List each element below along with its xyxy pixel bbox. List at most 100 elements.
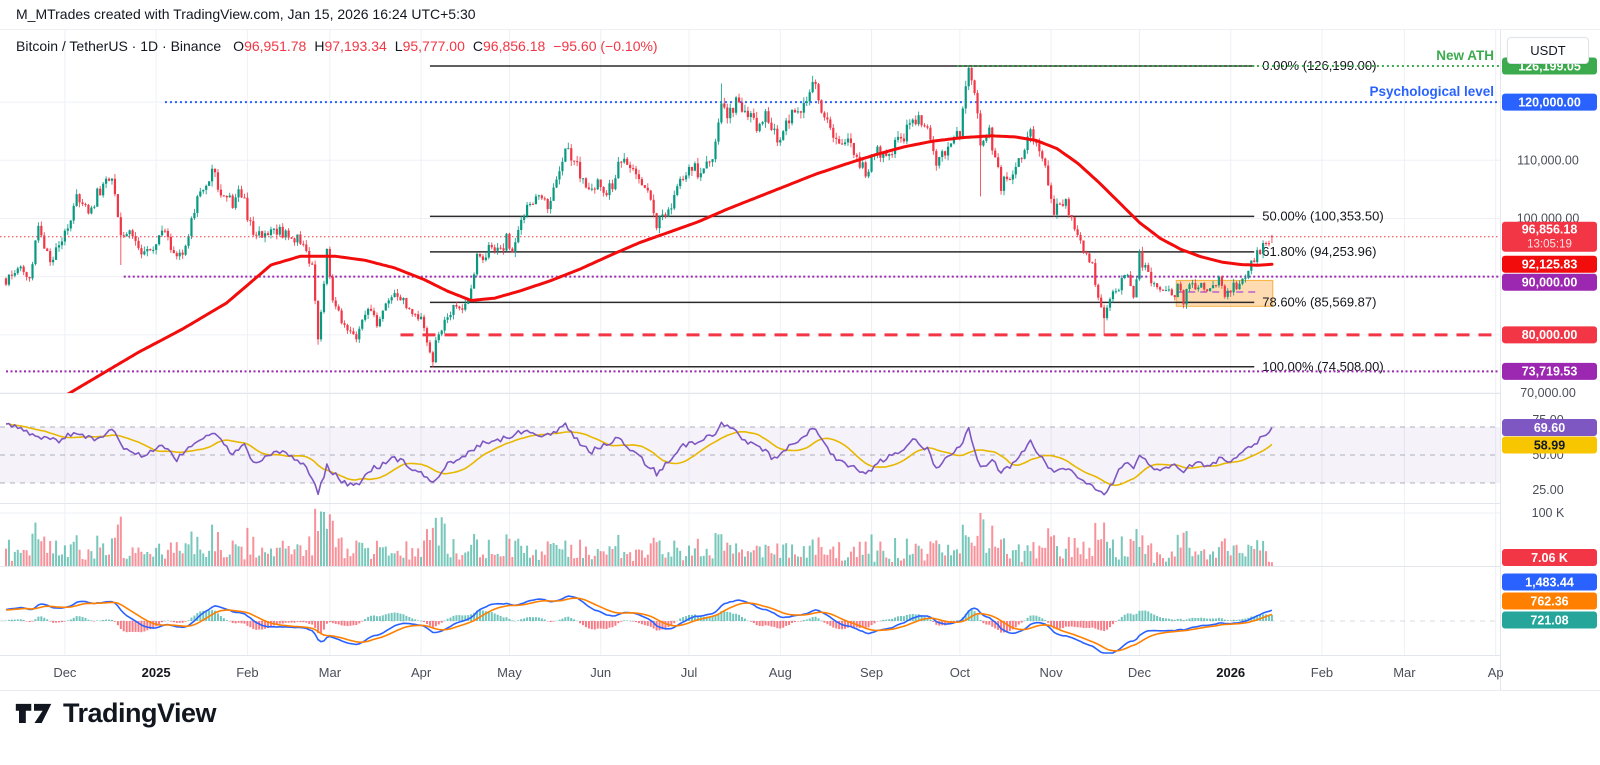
- candle-body: [729, 107, 732, 119]
- volume-bar: [1097, 539, 1100, 566]
- candle-body: [793, 109, 797, 113]
- candle-body: [997, 157, 1000, 167]
- macd-histogram-bar: [617, 621, 620, 624]
- symbol-legend[interactable]: Bitcoin / TetherUS · 1D · Binance O96,951…: [16, 38, 658, 54]
- candle-body: [985, 134, 988, 141]
- volume-bar: [302, 556, 305, 566]
- candle-body: [1005, 176, 1009, 180]
- time-axis-label[interactable]: Ap: [1488, 665, 1504, 680]
- candle-body: [911, 119, 914, 124]
- macd-histogram-bar: [13, 619, 16, 621]
- time-axis-label[interactable]: 2025: [142, 665, 171, 680]
- tradingview-logo[interactable]: TradingView: [14, 696, 217, 730]
- volume-bar: [143, 554, 146, 566]
- candle-body: [558, 171, 561, 180]
- currency-toggle-button[interactable]: USDT: [1507, 37, 1589, 64]
- candle-body: [231, 195, 234, 208]
- time-axis-label[interactable]: Mar: [1393, 665, 1416, 680]
- volume-bar: [1141, 535, 1144, 566]
- volume-bar: [196, 536, 199, 566]
- candle-body: [417, 314, 420, 320]
- volume-bar: [879, 541, 882, 566]
- candle-body: [1261, 243, 1265, 255]
- volume-bar: [991, 525, 994, 566]
- macd-histogram-bar: [776, 621, 779, 629]
- candle-body: [637, 174, 641, 180]
- volume-bar: [193, 554, 196, 566]
- volume-bar: [950, 555, 953, 566]
- time-axis-label[interactable]: Apr: [411, 665, 432, 680]
- price-axis[interactable]: [1501, 30, 1600, 690]
- time-axis-label[interactable]: Oct: [950, 665, 971, 680]
- macd-histogram-bar: [829, 621, 832, 626]
- candle-body: [876, 146, 879, 155]
- time-axis-label[interactable]: Aug: [769, 665, 792, 680]
- candle-body: [1117, 290, 1120, 292]
- time-axis-label[interactable]: Jun: [590, 665, 611, 680]
- macd-histogram-bar: [1073, 621, 1076, 627]
- candle-body: [1220, 276, 1223, 286]
- macd-histogram-bar: [169, 621, 172, 622]
- candle-body: [319, 312, 323, 340]
- macd-histogram-bar: [346, 621, 349, 627]
- volume-bar: [517, 538, 520, 566]
- macd-histogram-bar: [1117, 619, 1120, 621]
- volume-bar: [278, 547, 281, 566]
- macd-histogram-bar: [16, 619, 19, 621]
- axis-tag-text: 96,856.18: [1522, 223, 1578, 237]
- volume-bar: [343, 558, 346, 566]
- candle-body: [938, 157, 941, 166]
- volume-bar: [1073, 538, 1076, 566]
- time-axis-label[interactable]: May: [497, 665, 522, 680]
- macd-histogram-bar: [1156, 616, 1159, 621]
- volume-bar: [1126, 556, 1129, 566]
- volume-bar: [470, 544, 473, 566]
- volume-bar: [1106, 541, 1109, 566]
- macd-histogram-bar: [661, 621, 664, 630]
- candle-body: [305, 244, 308, 251]
- volume-bar: [122, 557, 125, 566]
- time-axis-label[interactable]: Mar: [319, 665, 342, 680]
- macd-histogram-bar: [1114, 621, 1117, 622]
- candle-body: [57, 245, 61, 248]
- symbol-title[interactable]: Bitcoin / TetherUS · 1D · Binance: [16, 38, 222, 54]
- time-axis-label[interactable]: Sep: [860, 665, 883, 680]
- volume-bar: [711, 558, 714, 566]
- macd-histogram-bar: [1014, 621, 1017, 628]
- volume-bar: [546, 541, 549, 566]
- time-axis-label[interactable]: Jul: [681, 665, 698, 680]
- volume-bar: [752, 550, 755, 566]
- candle-body: [52, 259, 55, 263]
- time-axis-label[interactable]: 2026: [1216, 665, 1245, 680]
- candle-body: [587, 187, 591, 190]
- macd-histogram-bar: [93, 621, 96, 622]
- macd-histogram-bar: [387, 613, 390, 621]
- candle-body: [832, 127, 835, 138]
- volume-bar: [664, 557, 667, 566]
- volume-bar: [835, 558, 838, 566]
- macd-histogram-bar: [105, 619, 108, 621]
- candle-body: [1203, 283, 1206, 290]
- macd-histogram-bar: [967, 610, 970, 621]
- volume-bar: [208, 550, 211, 566]
- chart-area[interactable]: [0, 30, 1600, 690]
- candle-body: [472, 274, 476, 289]
- macd-histogram-bar: [1179, 618, 1182, 621]
- time-axis-label[interactable]: Nov: [1040, 665, 1064, 680]
- candle-body: [752, 113, 755, 118]
- time-axis-label[interactable]: Feb: [236, 665, 258, 680]
- candle-body: [110, 178, 114, 181]
- candle-body: [446, 317, 449, 320]
- volume-bar: [802, 546, 805, 566]
- time-axis-label[interactable]: Dec: [1128, 665, 1152, 680]
- macd-signal-line: [5, 597, 1273, 652]
- time-axis-label[interactable]: Feb: [1311, 665, 1333, 680]
- rsi-axis-tick: 25.00: [1532, 483, 1563, 497]
- macd-histogram-bar: [131, 621, 134, 632]
- candle-body: [1150, 271, 1153, 284]
- candle-body: [882, 152, 885, 158]
- ohlc-value: 97,193.34: [324, 38, 387, 54]
- macd-histogram-bar: [349, 621, 352, 626]
- time-axis-label[interactable]: Dec: [53, 665, 77, 680]
